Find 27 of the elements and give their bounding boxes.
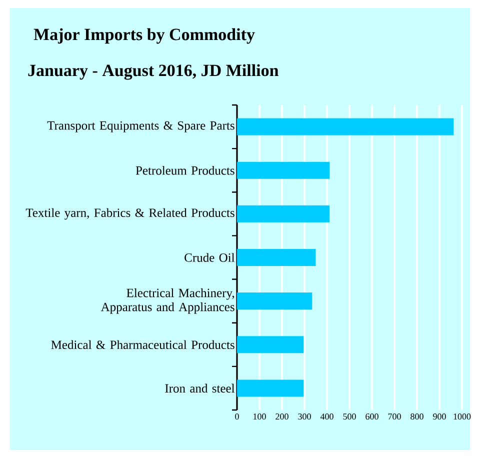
x-tick-label: 800 <box>410 414 424 420</box>
y-tick-label: Iron and steel <box>165 384 235 393</box>
x-tick-label: 300 <box>298 414 311 420</box>
bar <box>237 248 316 266</box>
y-tick-label: Transport Equipments & Spare Parts <box>47 121 234 132</box>
bar <box>237 118 454 136</box>
x-tick-label: 400 <box>320 414 334 420</box>
bar <box>237 336 304 354</box>
x-tick-label: 500 <box>343 414 356 420</box>
bar <box>237 205 330 222</box>
y-tick-label: Crude Oil <box>184 253 235 262</box>
x-tick-label: 0 <box>235 414 239 420</box>
chart-subtitle: January - August 2016, JD Million <box>28 64 279 80</box>
bar <box>237 162 330 179</box>
bar <box>237 380 304 397</box>
y-tick-label: Electrical Machinery, Apparatus and Appliances <box>100 288 234 314</box>
chart-title: Major Imports by Commodity <box>34 28 255 44</box>
x-tick-label: 1000 <box>454 414 471 420</box>
y-tick-label: Petroleum Products <box>136 166 234 175</box>
x-tick-label: 100 <box>254 414 266 420</box>
y-tick-label: Medical & Pharmaceutical Products <box>51 340 234 350</box>
x-tick-label: 200 <box>276 414 288 420</box>
x-tick-label: 700 <box>388 414 401 420</box>
y-tick-label: Textile yarn, Fabrics & Related Products <box>26 208 234 220</box>
bar <box>237 292 312 310</box>
x-tick-label: 600 <box>366 414 378 420</box>
x-tick-label: 900 <box>433 414 446 420</box>
